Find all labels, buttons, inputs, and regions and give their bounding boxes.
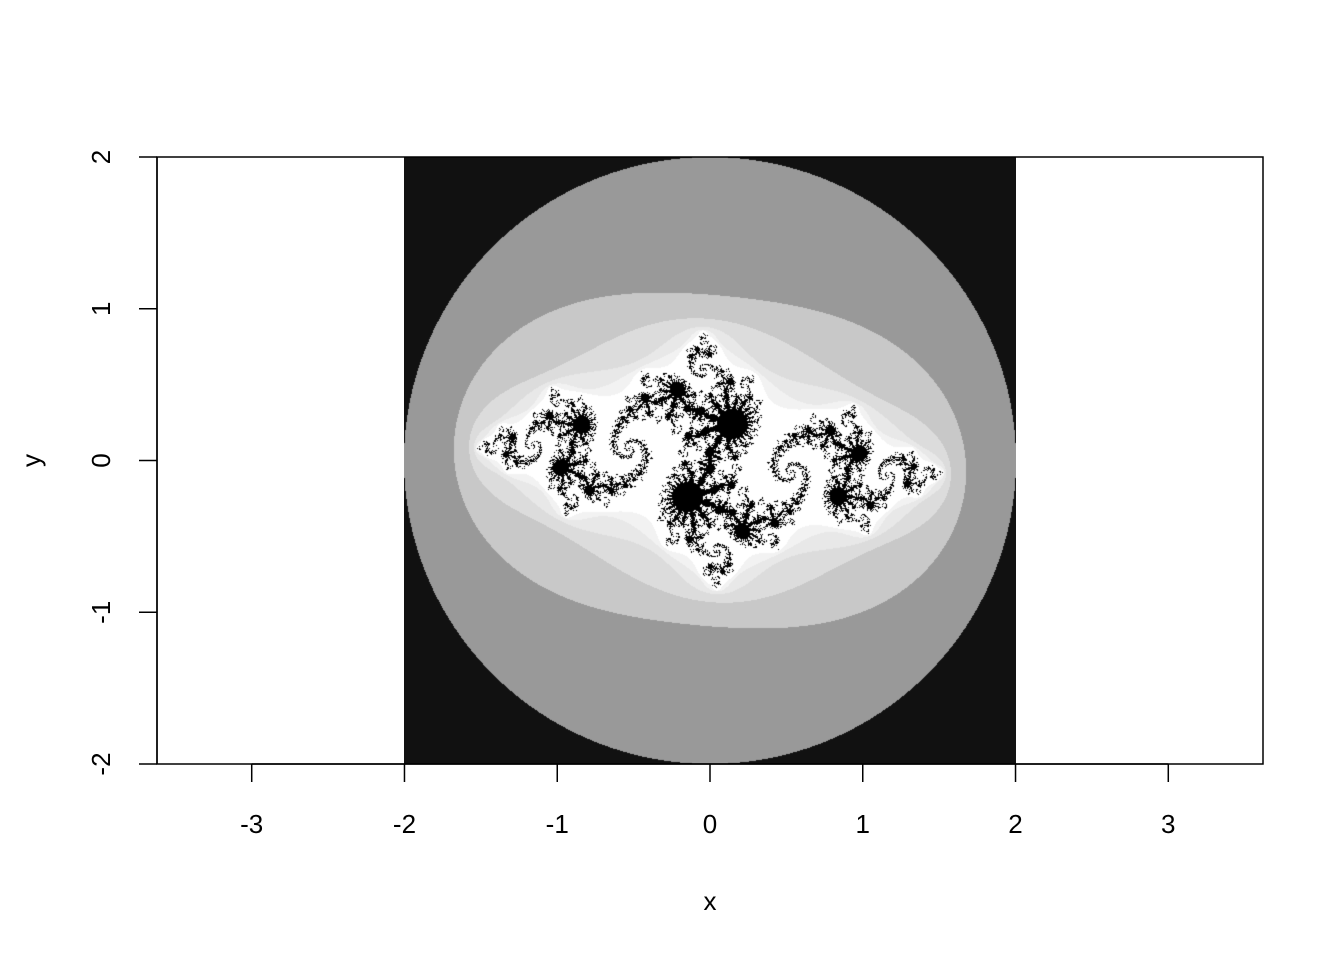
y-tick-label: 1 xyxy=(86,302,116,316)
x-axis-title: x xyxy=(704,886,717,916)
x-tick-label: 1 xyxy=(856,809,870,839)
plot-area xyxy=(404,157,1016,764)
x-tick-label: 2 xyxy=(1008,809,1022,839)
julia-set-image xyxy=(404,157,1016,764)
fractal-image-holder xyxy=(404,157,1016,764)
x-tick-label: 3 xyxy=(1161,809,1175,839)
x-tick-label: 0 xyxy=(703,809,717,839)
x-tick-label: -2 xyxy=(393,809,416,839)
y-tick-label: -1 xyxy=(86,601,116,624)
x-tick-label: -1 xyxy=(546,809,569,839)
y-tick-label: -2 xyxy=(86,752,116,775)
y-tick-label: 2 xyxy=(86,150,116,164)
y-axis-title: y xyxy=(16,454,46,467)
x-tick-label: -3 xyxy=(240,809,263,839)
y-tick-label: 0 xyxy=(86,453,116,467)
